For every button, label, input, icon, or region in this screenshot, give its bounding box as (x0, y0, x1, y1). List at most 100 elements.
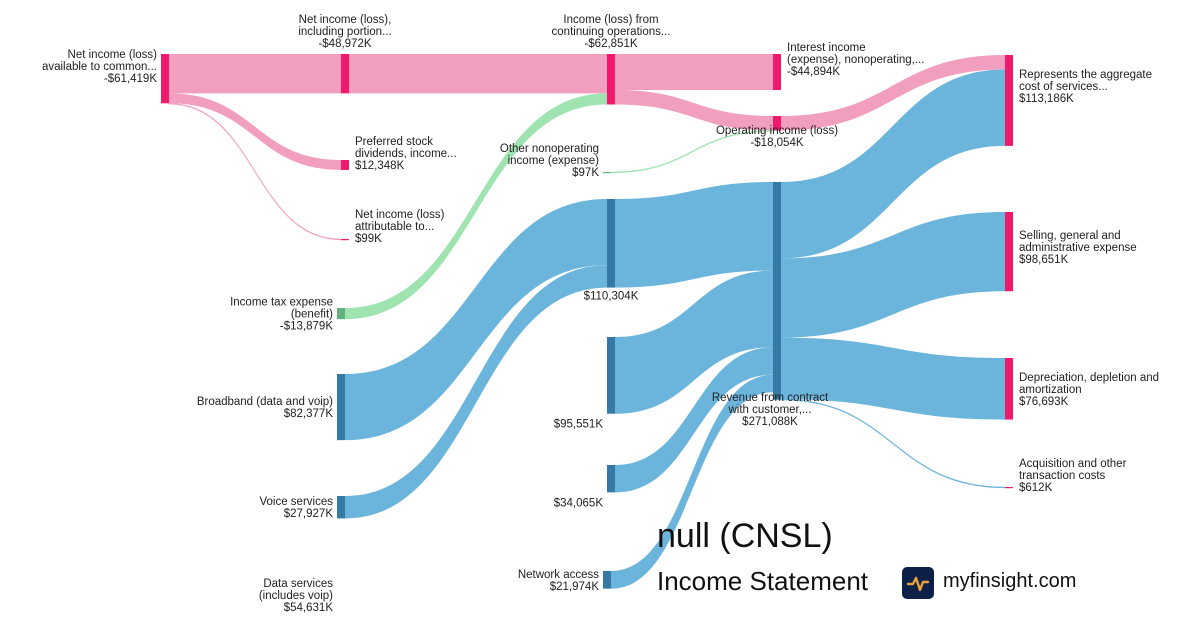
sankey-label-voice-line: Voice services (259, 496, 333, 508)
sankey-label-cost_services-line: cost of services... (1019, 81, 1108, 93)
sankey-node-n34 (607, 465, 615, 493)
sankey-label-ni_common-line: Net income (loss) (68, 49, 158, 61)
sankey-node-broadband (337, 374, 345, 441)
sankey-node-acq (1005, 487, 1013, 489)
sankey-label-cost_services-line: $113,186K (1019, 93, 1074, 105)
pulse-line-icon (902, 567, 934, 599)
sankey-label-inc_cont-line: -$62,851K (584, 38, 637, 50)
sankey-label-ni_common-line: available to common... (42, 61, 157, 73)
sankey-node-ni_incl (341, 54, 349, 94)
sankey-node-sga (1005, 212, 1013, 292)
sankey-label-dda: Depreciation, depletion and amortization $… (1019, 372, 1159, 408)
sankey-label-ni_attr-line: Net income (loss) (355, 209, 445, 221)
sankey-label-broadband-line: Broadband (data and voip) (197, 396, 333, 408)
sankey-label-interest-line: (expense), nonoperating,... (787, 54, 924, 66)
sankey-label-n34-line: $34,065K (554, 497, 604, 509)
sankey-label-data_svc: Data services (includes voip) $54,631K (259, 578, 333, 614)
sankey-label-ni_incl-line: -$48,972K (318, 38, 371, 50)
sankey-node-cost_services (1005, 55, 1013, 146)
sankey-label-cost_services: Represents the aggregate cost of services… (1019, 69, 1152, 105)
sankey-label-acq-line: $612K (1019, 482, 1053, 494)
sankey-label-n110: $110,304K (584, 291, 639, 303)
sankey-label-broadband: Broadband (data and voip) $82,377K (197, 396, 334, 420)
sankey-label-tax-line: (benefit) (291, 309, 333, 321)
sankey-label-n34: $34,065K (554, 497, 604, 509)
sankey-label-acq-line: Acquisition and other (1019, 458, 1127, 470)
sankey-node-network (603, 571, 611, 589)
sankey-label-cost_services-line: Represents the aggregate (1019, 69, 1152, 81)
statement-title: Income Statement (657, 566, 868, 596)
sankey-label-network-line: Network access (518, 569, 599, 581)
sankey-label-n95: $95,551K (554, 419, 604, 431)
sankey-label-tax: Income tax expense (benefit) -$13,879K (230, 297, 333, 333)
sankey-label-op_inc-line: -$18,054K (750, 137, 803, 149)
sankey-label-ni_attr-line: attributable to... (355, 221, 434, 233)
sankey-node-n95 (607, 337, 615, 414)
sankey-label-ni_common-line: -$61,419K (104, 73, 157, 85)
sankey-label-broadband-line: $82,377K (284, 408, 334, 420)
sankey-node-op_inc (773, 116, 781, 131)
sankey-label-ni_incl: Net income (loss), including portion... -$… (298, 14, 391, 50)
sankey-label-ni_attr-line: $99K (355, 233, 382, 245)
sankey-label-inc_cont-line: continuing operations... (552, 26, 671, 38)
sankey-label-other_nonop-line: income (expense) (508, 155, 600, 167)
sankey-label-n95-line: $95,551K (554, 419, 604, 431)
sankey-link-n34-to-revenue (615, 347, 773, 493)
sankey-label-pref_div-line: Preferred stock (355, 136, 433, 148)
sankey-label-other_nonop-line: Other nonoperating (500, 143, 599, 155)
sankey-label-data_svc-line: (includes voip) (259, 590, 333, 602)
sankey-node-revenue (773, 182, 781, 400)
sankey-node-inc_cont (607, 54, 615, 105)
sankey-link-n110-to-revenue (615, 182, 773, 288)
sankey-label-ni_incl-line: including portion... (298, 26, 391, 38)
sankey-label-inc_cont: Income (loss) from continuing operations.… (552, 14, 671, 50)
sankey-label-dda-line: Depreciation, depletion and (1019, 372, 1159, 384)
sankey-link-tax-to-inc_cont (345, 93, 607, 320)
sankey-label-inc_cont-line: Income (loss) from (563, 14, 658, 26)
sankey-node-interest (773, 54, 781, 91)
sankey-link-network-to-revenue (611, 374, 773, 589)
sankey-label-dda-line: amortization (1019, 384, 1082, 396)
sankey-label-pref_div-line: $12,348K (355, 160, 405, 172)
sankey-label-revenue-line: Revenue from contract (712, 392, 829, 404)
sankey-label-network-line: $21,974K (550, 581, 600, 593)
sankey-link-revenue-to-dda (781, 337, 1005, 420)
sankey-label-acq-line: transaction costs (1019, 470, 1106, 482)
sankey-node-ni_common (161, 54, 169, 104)
sankey-link-revenue-to-sga (781, 212, 1005, 338)
sankey-link-ni_incl-to-inc_cont (349, 54, 607, 94)
sankey-label-op_inc: Operating income (loss) -$18,054K (716, 125, 838, 149)
sankey-link-ni_common-to-ni_attr (168, 102, 342, 241)
sankey-label-acq: Acquisition and other transaction costs $6… (1019, 458, 1127, 494)
sankey-node-pref_div (341, 160, 349, 170)
sankey-label-sga-line: Selling, general and (1019, 230, 1121, 242)
company-title: null (CNSL) (657, 517, 833, 555)
sankey-label-ni_common: Net income (loss) available to common... -… (42, 49, 157, 85)
sankey-label-n110-line: $110,304K (584, 291, 639, 303)
sankey-link-n95-to-revenue (615, 270, 773, 414)
sankey-label-op_inc-line: Operating income (loss) (716, 125, 838, 137)
sankey-node-dda (1005, 358, 1013, 420)
sankey-label-sga-line: administrative expense (1019, 242, 1137, 254)
site-link[interactable]: myfinsight.com (943, 570, 1077, 592)
sankey-label-interest-line: -$44,894K (787, 66, 840, 78)
sankey-node-ni_attr (341, 239, 349, 241)
sankey-link-revenue-to-cost_services (781, 69, 1005, 259)
sankey-link-broadband-to-n110 (345, 199, 607, 441)
sankey-label-dda-line: $76,693K (1019, 396, 1069, 408)
sankey-node-other_nonop (603, 172, 611, 174)
sankey-label-tax-line: -$13,879K (280, 321, 333, 333)
sankey-label-network: Network access $21,974K (518, 569, 599, 593)
sankey-nodes (161, 54, 1013, 589)
sankey-label-revenue: Revenue from contract with customer,... $2… (712, 392, 829, 428)
sankey-label-interest: Interest income (expense), nonoperating,.… (787, 42, 924, 78)
sankey-label-ni_incl-line: Net income (loss), (299, 14, 392, 26)
sankey-label-revenue-line: with customer,... (727, 404, 811, 416)
sankey-labels: Net income (loss) available to common... -… (42, 14, 1159, 614)
sankey-link-ni_common-to-pref_div (169, 93, 341, 170)
sankey-label-tax-line: Income tax expense (230, 297, 333, 309)
sankey-link-other_nonop-to-op_inc (610, 130, 774, 174)
sankey-label-data_svc-line: $54,631K (284, 602, 334, 614)
sankey-label-data_svc-line: Data services (263, 578, 333, 590)
